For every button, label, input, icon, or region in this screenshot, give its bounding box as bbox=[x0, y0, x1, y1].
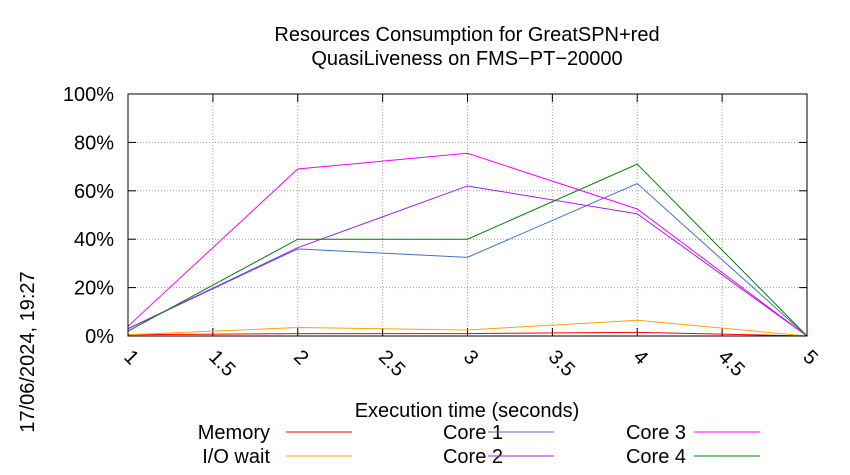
timestamp-label: 17/06/2024, 19:27 bbox=[17, 271, 39, 432]
x-tick-label: 3 bbox=[459, 346, 482, 369]
x-tick-label: 4.5 bbox=[714, 346, 749, 381]
x-tick-label: 5 bbox=[798, 346, 821, 369]
y-tick-label: 0% bbox=[85, 326, 114, 348]
chart-title-line1: Resources Consumption for GreatSPN+red bbox=[274, 24, 659, 46]
x-axis-label: Execution time (seconds) bbox=[355, 400, 580, 422]
chart-title-line2: QuasiLiveness on FMS−PT−20000 bbox=[311, 48, 622, 70]
y-tick-label: 60% bbox=[74, 181, 114, 203]
legend-label-i-o-wait: I/O wait bbox=[202, 446, 270, 468]
legend-label-core-3: Core 3 bbox=[626, 422, 686, 444]
legend-label-core-2: Core 2 bbox=[443, 446, 503, 468]
grid bbox=[128, 94, 807, 336]
x-tick-label: 2 bbox=[289, 346, 312, 369]
legend-label-memory: Memory bbox=[198, 422, 270, 444]
y-tick-label: 40% bbox=[74, 229, 114, 251]
x-tick-label: 3.5 bbox=[544, 346, 579, 381]
legend-label-core-4: Core 4 bbox=[626, 446, 686, 468]
x-tick-label: 4 bbox=[629, 346, 652, 369]
y-tick-label: 80% bbox=[74, 132, 114, 154]
y-axis-ticks: 0% 20% 40% 60% 80% 100% bbox=[63, 84, 807, 348]
y-tick-label: 100% bbox=[63, 84, 114, 106]
x-tick-label: 2.5 bbox=[374, 346, 409, 381]
x-tick-label: 1 bbox=[119, 346, 142, 369]
x-tick-label: 1.5 bbox=[204, 346, 239, 381]
y-tick-label: 20% bbox=[74, 278, 114, 300]
legend-label-core-1: Core 1 bbox=[443, 422, 503, 444]
